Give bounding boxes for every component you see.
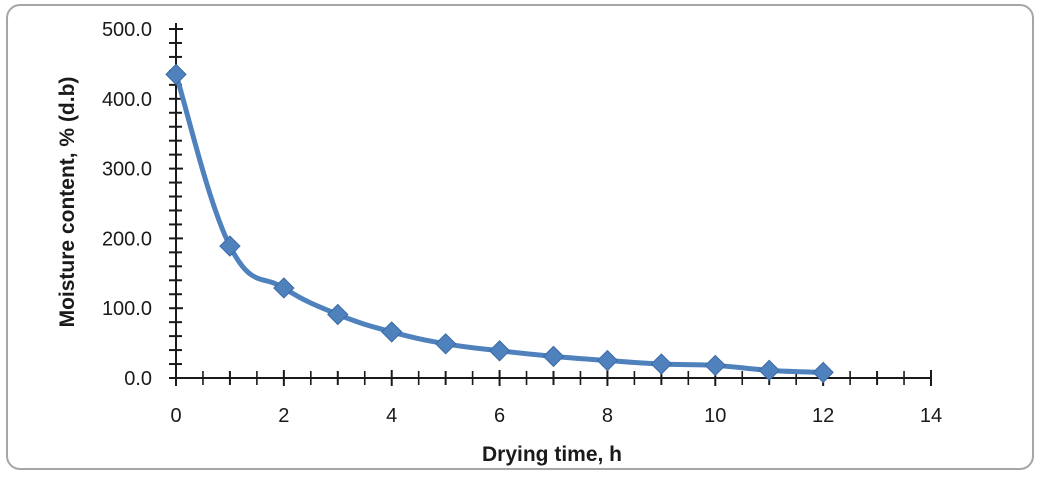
data-point-marker [542,345,565,368]
x-tick-label: 4 [386,405,397,427]
y-tick-label: 300.0 [102,159,152,181]
data-point-marker [488,340,511,362]
x-tick-label: 6 [494,405,505,427]
data-point-marker [327,303,349,326]
y-tick-label: 200.0 [102,228,152,250]
x-tick-label: 8 [602,405,613,427]
data-point-marker [434,333,457,355]
series-line [173,71,826,375]
x-axis-title: Drying time, h [482,443,622,466]
y-tick-label: 400.0 [102,89,152,111]
y-tick-label: 500.0 [102,19,152,41]
data-point-marker [758,359,780,382]
y-tick-label: 100.0 [102,298,152,320]
y-axis-title: Moisture content, % (d.b) [56,77,79,328]
x-tick-label: 10 [704,405,726,427]
tick-marks [169,28,932,386]
x-tick-labels: 0 2 4 6 8 10 12 14 [170,405,942,427]
data-point-marker [812,361,834,384]
data-point-marker [165,63,187,86]
y-tick-labels: 0.0 100.0 200.0 300.0 400.0 500.0 [102,19,152,390]
axes [175,23,931,379]
data-point-marker [650,353,673,375]
series-markers [165,63,834,384]
x-tick-label: 12 [812,405,834,427]
data-point-marker [596,349,619,372]
x-tick-label: 2 [278,405,289,427]
data-point-marker [381,321,403,343]
x-tick-label: 0 [170,405,181,427]
data-point-marker [704,354,726,377]
data-point-marker [219,235,241,257]
y-tick-label: 0.0 [124,368,152,390]
x-tick-label: 14 [920,405,942,427]
data-point-marker [273,277,295,299]
